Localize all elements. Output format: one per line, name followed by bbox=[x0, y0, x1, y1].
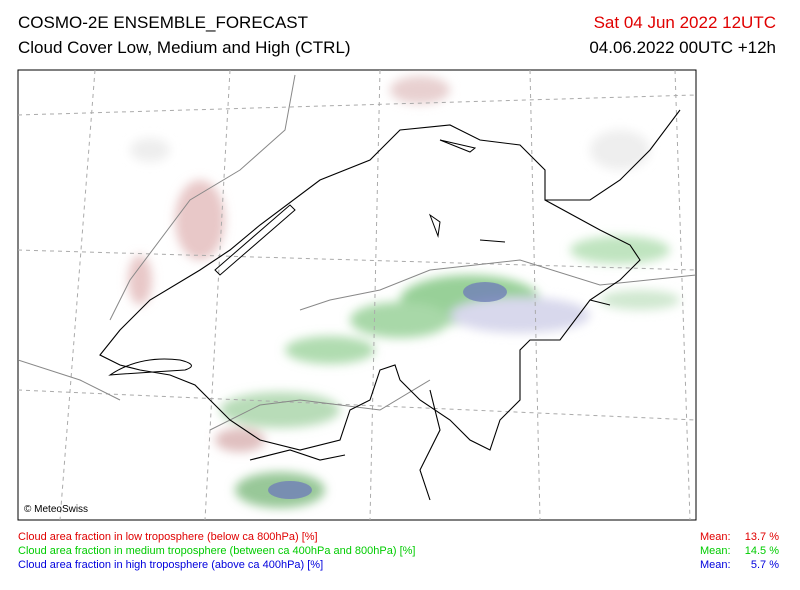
valid-time: Sat 04 Jun 2022 12UTC bbox=[594, 13, 776, 32]
run-time: 04.06.2022 00UTC +12h bbox=[589, 38, 776, 57]
legend-mean: 5.7 % bbox=[751, 559, 779, 571]
title: COSMO-2E ENSEMBLE_FORECAST bbox=[18, 13, 308, 32]
legend-mean-label: Mean: bbox=[700, 545, 731, 557]
legend-mean: 14.5 % bbox=[745, 545, 779, 557]
lakes bbox=[108, 139, 611, 376]
grid bbox=[18, 70, 696, 520]
legend-mean-label: Mean: bbox=[700, 531, 731, 543]
legend-mean: 13.7 % bbox=[745, 531, 779, 543]
legend-mean-label: Mean: bbox=[700, 559, 731, 571]
legend: Cloud area fraction in low troposphere (… bbox=[18, 531, 779, 571]
regions bbox=[18, 74, 696, 431]
legend-text: Cloud area fraction in medium tropospher… bbox=[18, 545, 415, 557]
high-cloud bbox=[463, 282, 507, 302]
high-cloud bbox=[268, 481, 312, 499]
borders bbox=[99, 109, 681, 501]
legend-text: Cloud area fraction in high troposphere … bbox=[18, 559, 323, 571]
map: © MeteoSwiss bbox=[17, 69, 697, 521]
subtitle: Cloud Cover Low, Medium and High (CTRL) bbox=[18, 38, 351, 57]
legend-text: Cloud area fraction in low troposphere (… bbox=[18, 531, 318, 543]
copyright: © MeteoSwiss bbox=[24, 504, 88, 515]
